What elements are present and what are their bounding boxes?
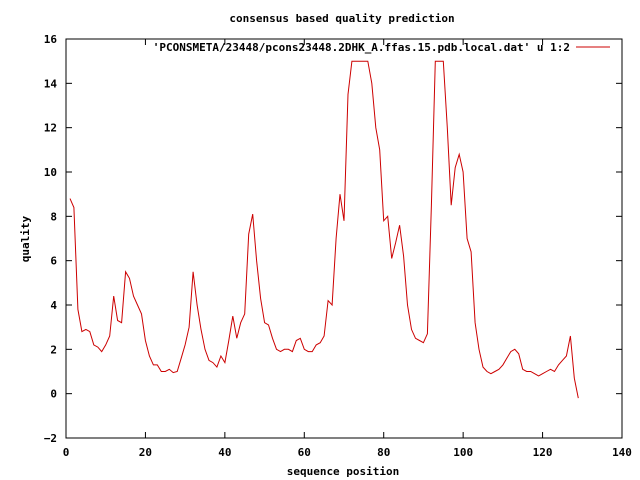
y-tick-label: 12 [44,122,57,135]
y-tick-label: 4 [50,299,57,312]
axis-ticks: 0 20 40 60 80 100 120 140 −2 0 2 4 6 8 10 12 14 16 [44,33,632,459]
y-tick-label: 16 [44,33,58,46]
series-layer [69,60,579,399]
y-tick-label: 8 [50,210,57,223]
x-tick-label: 40 [218,446,231,459]
y-tick-label: −2 [44,432,57,445]
y-tick-label: 14 [44,77,58,90]
x-tick-label: 140 [612,446,632,459]
x-tick-label: 120 [533,446,553,459]
x-tick-label: 60 [298,446,311,459]
chart-title: consensus based quality prediction [229,12,454,25]
series-line [69,60,579,399]
y-tick-label: 2 [50,343,57,356]
legend: 'PCONSMETA/23448/pcons23448.2DHK_A.ffas.… [153,41,610,54]
x-tick-label: 80 [377,446,390,459]
legend-label: 'PCONSMETA/23448/pcons23448.2DHK_A.ffas.… [153,41,570,54]
y-tick-label: 6 [50,255,57,268]
x-tick-label: 100 [453,446,473,459]
y-tick-label: 0 [50,388,57,401]
x-axis-label: sequence position [287,465,400,478]
plot-area [65,38,623,439]
x-tick-label: 0 [63,446,70,459]
y-axis-label: quality [19,215,32,262]
x-tick-label: 20 [139,446,152,459]
y-tick-label: 10 [44,166,57,179]
